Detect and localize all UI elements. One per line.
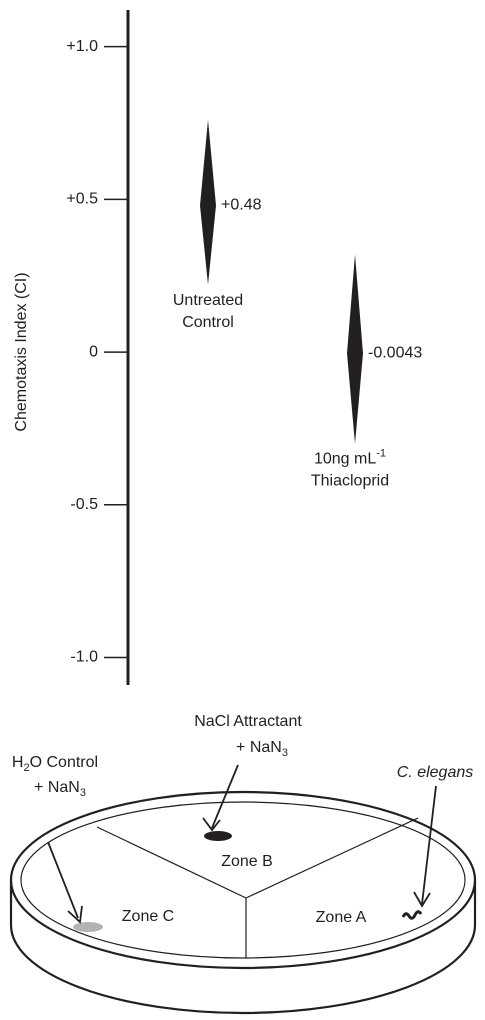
- text: Control: [182, 314, 234, 331]
- zone-label: Zone B: [221, 853, 273, 870]
- dish-rim: [9, 790, 477, 970]
- diamond: [347, 254, 363, 444]
- arrow: [202, 764, 239, 832]
- text: + NaN: [34, 779, 80, 796]
- chart-layer: -1.0 -0.5 0 +0.5 +1.0 +0.48 Untreated Control -0…: [66, 38, 422, 666]
- worm: [401, 910, 423, 920]
- text: 10ng mL: [314, 451, 376, 468]
- attractant-spot: [204, 831, 232, 841]
- category-label: 10ng mL-1: [314, 448, 386, 468]
- category-label: Thiacloprid: [311, 473, 389, 490]
- dish: [9, 764, 477, 1015]
- zone-label: Zone C: [122, 908, 174, 925]
- subscript: 3: [80, 787, 86, 799]
- control-label: H2O Control: [12, 754, 98, 774]
- value-label: -0.0043: [368, 345, 422, 362]
- text: Thiacloprid: [311, 473, 389, 490]
- dish-inner: [20, 801, 466, 959]
- y-tick-label: -0.5: [70, 496, 98, 513]
- organism-label: C. elegans: [397, 764, 474, 781]
- text: O Control: [30, 754, 98, 771]
- y-tick-label: 0: [89, 343, 98, 360]
- value-label: +0.48: [221, 197, 262, 214]
- dish-side: [9, 880, 477, 1015]
- y-tick-label: +1.0: [66, 38, 98, 55]
- category-label: Control: [182, 314, 234, 331]
- arrow: [413, 785, 437, 908]
- subscript: 3: [282, 747, 288, 759]
- attractant-label: NaCl Attractant: [194, 713, 302, 730]
- category-label: Untreated: [173, 292, 243, 309]
- y-tick-label: -1.0: [70, 649, 98, 666]
- control-label: + NaN3: [34, 779, 86, 799]
- y-tick-label: +0.5: [66, 191, 98, 208]
- control-spot: [73, 922, 103, 932]
- zone-label: Zone A: [316, 909, 367, 926]
- zone-dividers: [96, 817, 419, 958]
- text: H: [12, 754, 24, 771]
- attractant-label: + NaN3: [236, 739, 288, 759]
- y-axis-label: Chemotaxis Index (CI): [13, 272, 30, 431]
- diamond: [200, 119, 216, 285]
- arrow: [47, 841, 83, 924]
- text: Untreated: [173, 292, 243, 309]
- subscript: 2: [23, 762, 29, 774]
- superscript: -1: [376, 448, 386, 460]
- text: + NaN: [236, 739, 282, 756]
